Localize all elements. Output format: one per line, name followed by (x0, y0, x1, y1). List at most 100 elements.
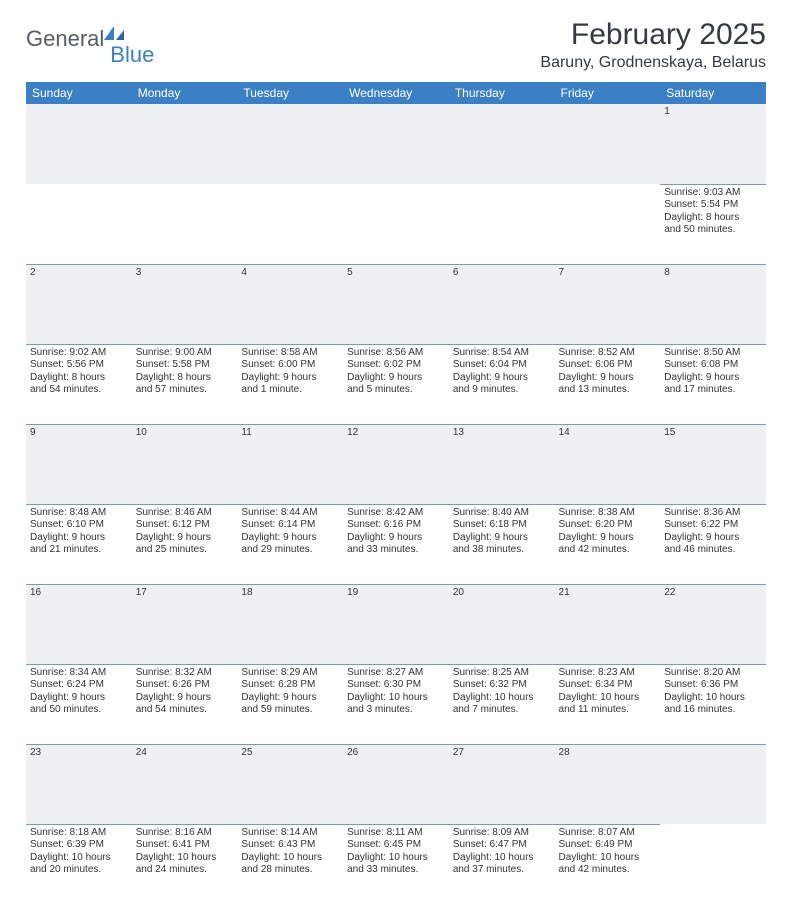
day2-text: and 11 minutes. (559, 704, 657, 717)
day-number: 16 (30, 587, 41, 598)
day-number: 24 (136, 747, 147, 758)
detail-cell: Sunrise: 8:20 AMSunset: 6:36 PMDaylight:… (660, 664, 766, 744)
detail-cell: Sunrise: 8:11 AMSunset: 6:45 PMDaylight:… (343, 824, 449, 904)
sunset-text: Sunset: 6:41 PM (136, 839, 234, 852)
detail-cell: Sunrise: 8:25 AMSunset: 6:32 PMDaylight:… (449, 664, 555, 744)
detail-cell (449, 184, 555, 264)
sunset-text: Sunset: 6:14 PM (241, 519, 339, 532)
daynum-cell: 23 (26, 744, 132, 824)
daynum-cell: 17 (132, 584, 238, 664)
daynum-cell: 28 (555, 744, 661, 824)
sunset-text: Sunset: 6:28 PM (241, 679, 339, 692)
day1-text: Daylight: 9 hours (241, 532, 339, 545)
daynum-cell (555, 104, 661, 184)
day2-text: and 37 minutes. (453, 864, 551, 877)
detail-cell: Sunrise: 8:54 AMSunset: 6:04 PMDaylight:… (449, 344, 555, 424)
sunrise-text: Sunrise: 8:32 AM (136, 667, 234, 680)
day2-text: and 25 minutes. (136, 544, 234, 557)
day1-text: Daylight: 10 hours (30, 852, 128, 865)
daynum-cell: 11 (237, 424, 343, 504)
sunrise-text: Sunrise: 9:02 AM (30, 347, 128, 360)
daynum-cell: 8 (660, 264, 766, 344)
daynum-cell (449, 104, 555, 184)
day2-text: and 21 minutes. (30, 544, 128, 557)
day1-text: Daylight: 10 hours (136, 852, 234, 865)
daynum-cell: 19 (343, 584, 449, 664)
sunset-text: Sunset: 6:30 PM (347, 679, 445, 692)
detail-cell: Sunrise: 8:23 AMSunset: 6:34 PMDaylight:… (555, 664, 661, 744)
detail-row: Sunrise: 8:18 AMSunset: 6:39 PMDaylight:… (26, 824, 766, 904)
day-number: 6 (453, 267, 459, 278)
sunrise-text: Sunrise: 9:03 AM (664, 187, 762, 200)
sunset-text: Sunset: 6:22 PM (664, 519, 762, 532)
sunrise-text: Sunrise: 8:54 AM (453, 347, 551, 360)
daynum-cell: 4 (237, 264, 343, 344)
sunrise-text: Sunrise: 8:58 AM (241, 347, 339, 360)
sunset-text: Sunset: 6:16 PM (347, 519, 445, 532)
day-number: 19 (347, 587, 358, 598)
daynum-cell: 12 (343, 424, 449, 504)
detail-cell: Sunrise: 9:00 AMSunset: 5:58 PMDaylight:… (132, 344, 238, 424)
daynum-cell: 2 (26, 264, 132, 344)
detail-row: Sunrise: 9:02 AMSunset: 5:56 PMDaylight:… (26, 344, 766, 424)
day-number: 14 (559, 427, 570, 438)
daynum-cell: 18 (237, 584, 343, 664)
detail-cell: Sunrise: 8:29 AMSunset: 6:28 PMDaylight:… (237, 664, 343, 744)
day-header: Monday (132, 82, 238, 104)
daynum-cell: 24 (132, 744, 238, 824)
daynum-cell (26, 104, 132, 184)
day-number: 9 (30, 427, 36, 438)
sunrise-text: Sunrise: 8:36 AM (664, 507, 762, 520)
day-number: 11 (241, 427, 251, 438)
day1-text: Daylight: 10 hours (347, 852, 445, 865)
detail-cell: Sunrise: 8:50 AMSunset: 6:08 PMDaylight:… (660, 344, 766, 424)
sunset-text: Sunset: 6:12 PM (136, 519, 234, 532)
sunrise-text: Sunrise: 8:44 AM (241, 507, 339, 520)
sunrise-text: Sunrise: 8:20 AM (664, 667, 762, 680)
detail-cell: Sunrise: 8:32 AMSunset: 6:26 PMDaylight:… (132, 664, 238, 744)
sunrise-text: Sunrise: 8:09 AM (453, 827, 551, 840)
sunrise-text: Sunrise: 8:42 AM (347, 507, 445, 520)
daynum-cell: 3 (132, 264, 238, 344)
sunrise-text: Sunrise: 8:14 AM (241, 827, 339, 840)
title-block: February 2025 Baruny, Grodnenskaya, Bela… (540, 18, 766, 72)
day1-text: Daylight: 10 hours (347, 692, 445, 705)
detail-cell (26, 184, 132, 264)
day2-text: and 57 minutes. (136, 384, 234, 397)
day-header-row: Sunday Monday Tuesday Wednesday Thursday… (26, 82, 766, 104)
day1-text: Daylight: 10 hours (559, 852, 657, 865)
day-header: Friday (555, 82, 661, 104)
day2-text: and 54 minutes. (136, 704, 234, 717)
day-header: Saturday (660, 82, 766, 104)
daynum-cell: 15 (660, 424, 766, 504)
daynum-cell: 16 (26, 584, 132, 664)
day-number: 20 (453, 587, 464, 598)
sunrise-text: Sunrise: 8:18 AM (30, 827, 128, 840)
detail-cell: Sunrise: 8:38 AMSunset: 6:20 PMDaylight:… (555, 504, 661, 584)
sunrise-text: Sunrise: 8:07 AM (559, 827, 657, 840)
daynum-cell (660, 744, 766, 824)
day-number: 27 (453, 747, 464, 758)
sunrise-text: Sunrise: 8:50 AM (664, 347, 762, 360)
day-number: 18 (241, 587, 252, 598)
day-number: 1 (664, 106, 670, 117)
logo: General Blue (26, 18, 154, 52)
sunrise-text: Sunrise: 8:52 AM (559, 347, 657, 360)
sunset-text: Sunset: 6:47 PM (453, 839, 551, 852)
day1-text: Daylight: 9 hours (453, 532, 551, 545)
sunset-text: Sunset: 6:26 PM (136, 679, 234, 692)
detail-row: Sunrise: 8:48 AMSunset: 6:10 PMDaylight:… (26, 504, 766, 584)
detail-cell: Sunrise: 8:58 AMSunset: 6:00 PMDaylight:… (237, 344, 343, 424)
sunset-text: Sunset: 6:43 PM (241, 839, 339, 852)
daynum-cell: 25 (237, 744, 343, 824)
daynum-row: 16171819202122 (26, 584, 766, 664)
detail-cell: Sunrise: 8:36 AMSunset: 6:22 PMDaylight:… (660, 504, 766, 584)
day2-text: and 16 minutes. (664, 704, 762, 717)
sunset-text: Sunset: 6:49 PM (559, 839, 657, 852)
detail-row: Sunrise: 9:03 AMSunset: 5:54 PMDaylight:… (26, 184, 766, 264)
day-header: Thursday (449, 82, 555, 104)
daynum-cell: 1 (660, 104, 766, 184)
day1-text: Daylight: 10 hours (241, 852, 339, 865)
sunset-text: Sunset: 6:00 PM (241, 359, 339, 372)
day2-text: and 33 minutes. (347, 544, 445, 557)
